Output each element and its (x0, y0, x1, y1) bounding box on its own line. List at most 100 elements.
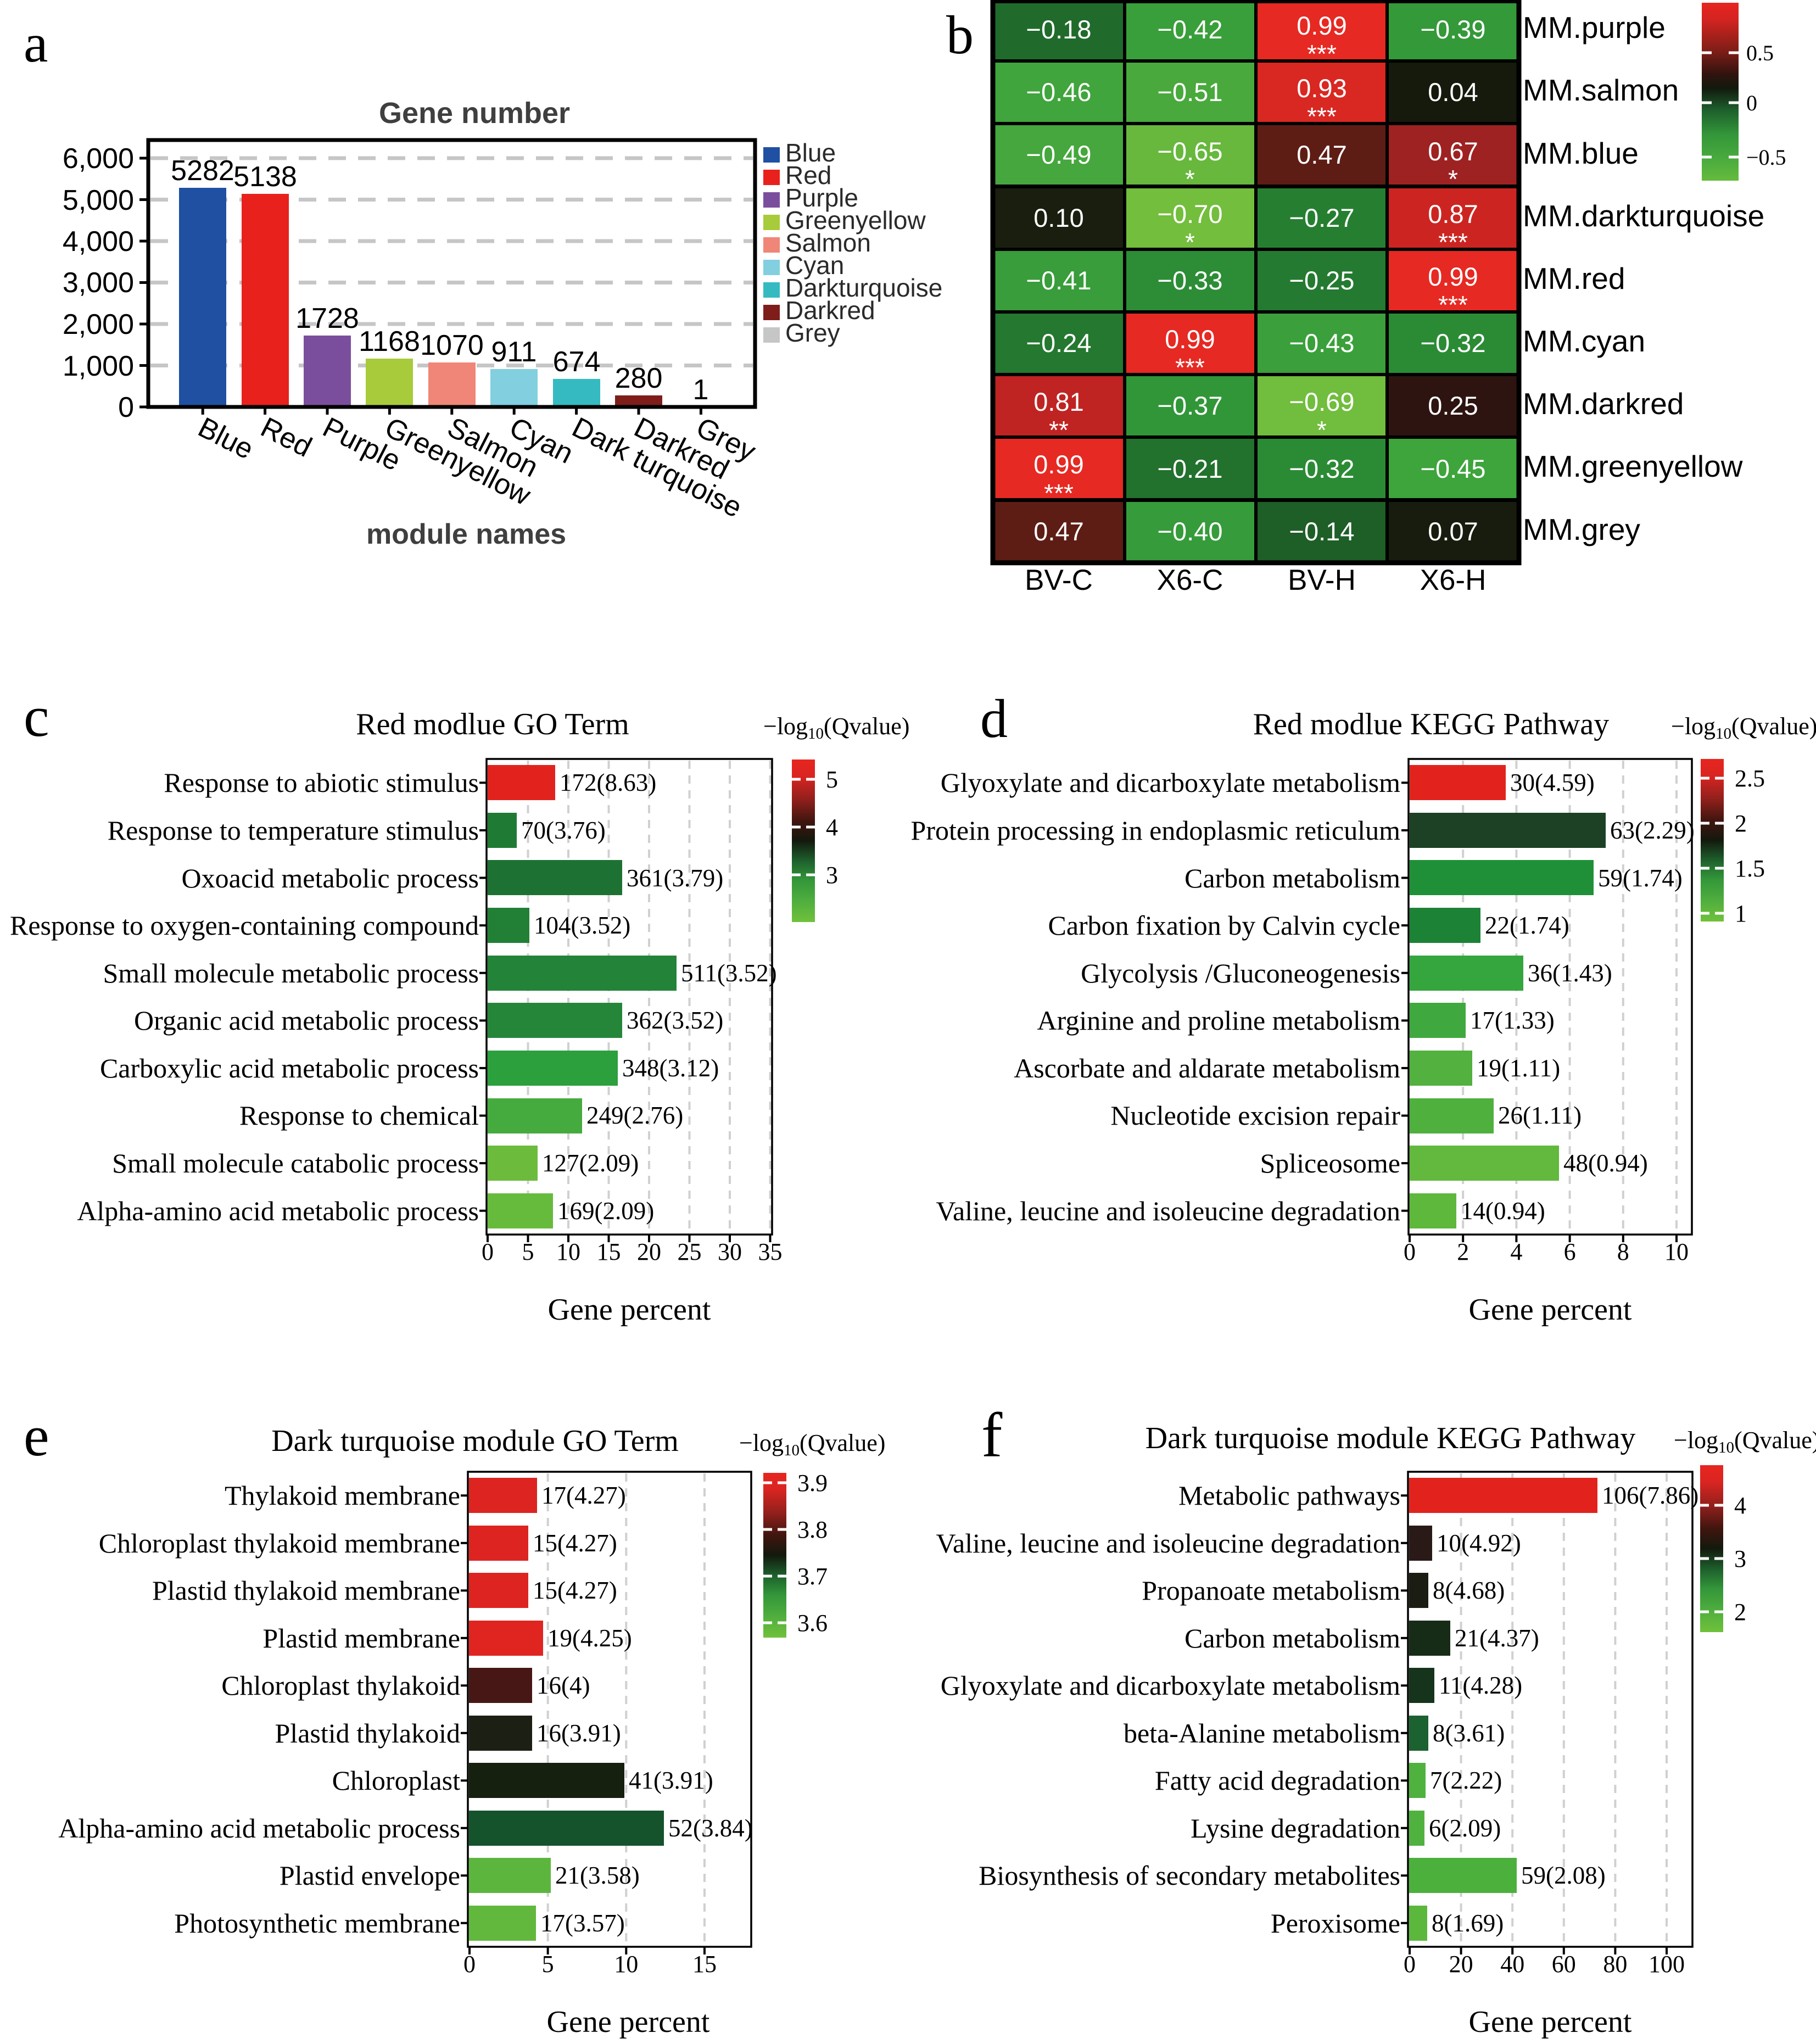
svg-text:3.9: 3.9 (797, 1470, 828, 1496)
svg-text:Plastid membrane: Plastid membrane (262, 1623, 460, 1654)
svg-text:17(4.27): 17(4.27) (541, 1482, 626, 1509)
svg-text:16(3.91): 16(3.91) (537, 1719, 621, 1747)
svg-text:−0.39: −0.39 (1421, 15, 1486, 44)
svg-text:10(4.92): 10(4.92) (1437, 1529, 1521, 1557)
svg-text:3: 3 (1734, 1545, 1746, 1572)
svg-text:2,000: 2,000 (63, 309, 134, 340)
svg-text:20: 20 (637, 1238, 661, 1265)
svg-text:21(3.58): 21(3.58) (555, 1862, 640, 1889)
svg-text:Grey: Grey (785, 319, 840, 347)
svg-text:2: 2 (1735, 810, 1747, 837)
svg-text:beta-Alanine metabolism: beta-Alanine metabolism (1124, 1718, 1400, 1749)
svg-text:Response to chemical: Response to chemical (239, 1100, 479, 1131)
svg-text:674: 674 (553, 346, 601, 378)
svg-text:30: 30 (718, 1238, 742, 1265)
svg-text:40: 40 (1500, 1951, 1524, 1978)
svg-text:Darkred: Darkred (785, 296, 875, 325)
svg-text:d: d (980, 688, 1008, 749)
svg-text:0.99: 0.99 (1428, 262, 1478, 291)
svg-text:Propanoate metabolism: Propanoate metabolism (1142, 1575, 1400, 1606)
svg-text:0: 0 (482, 1238, 494, 1265)
svg-text:b: b (946, 4, 974, 65)
svg-text:−0.41: −0.41 (1026, 266, 1092, 295)
svg-text:1: 1 (1735, 900, 1747, 927)
svg-text:30(4.59): 30(4.59) (1510, 769, 1595, 796)
svg-text:15(4.27): 15(4.27) (533, 1529, 617, 1557)
svg-text:−0.32: −0.32 (1421, 328, 1486, 358)
svg-text:−0.37: −0.37 (1158, 391, 1223, 420)
svg-text:Carboxylic acid metabolic proc: Carboxylic acid metabolic process (100, 1053, 479, 1084)
svg-text:17(3.57): 17(3.57) (540, 1909, 625, 1937)
svg-text:−0.14: −0.14 (1289, 517, 1355, 546)
svg-text:4: 4 (826, 814, 838, 841)
svg-text:MM.grey: MM.grey (1523, 512, 1640, 546)
svg-text:11(4.28): 11(4.28) (1439, 1672, 1522, 1699)
svg-text:Cyan: Cyan (785, 251, 844, 280)
svg-text:a: a (24, 13, 48, 74)
svg-text:MM.greenyellow: MM.greenyellow (1523, 449, 1743, 483)
svg-text:Biosynthesis of secondary meta: Biosynthesis of secondary metabolites (979, 1860, 1400, 1891)
svg-text:Photosynthetic membrane: Photosynthetic membrane (174, 1908, 460, 1939)
svg-text:3.8: 3.8 (797, 1516, 828, 1543)
svg-text:−0.46: −0.46 (1026, 77, 1092, 107)
svg-text:0: 0 (1404, 1951, 1416, 1978)
svg-text:Valine, leucine and isoleucine: Valine, leucine and isoleucine degradati… (936, 1196, 1400, 1226)
svg-text:3.6: 3.6 (797, 1610, 828, 1637)
svg-text:0.81: 0.81 (1033, 387, 1083, 416)
svg-text:Plastid envelope: Plastid envelope (280, 1860, 460, 1891)
svg-text:0: 0 (118, 392, 134, 423)
svg-text:6,000: 6,000 (63, 143, 134, 175)
svg-text:Ascorbate and aldarate metabol: Ascorbate and aldarate metabolism (1014, 1053, 1400, 1084)
svg-text:−log10(Qvalue): −log10(Qvalue) (1671, 713, 1816, 742)
svg-text:26(1.11): 26(1.11) (1498, 1102, 1582, 1129)
svg-text:59(1.74): 59(1.74) (1598, 864, 1683, 892)
svg-text:0.99: 0.99 (1165, 325, 1215, 354)
svg-text:Darkturquoise: Darkturquoise (785, 273, 942, 302)
svg-text:−0.33: −0.33 (1158, 266, 1223, 295)
svg-text:3.7: 3.7 (797, 1563, 828, 1590)
svg-text:4: 4 (1734, 1492, 1746, 1519)
svg-text:MM.darkturquoise: MM.darkturquoise (1523, 199, 1764, 233)
svg-text:Gene percent: Gene percent (1469, 1293, 1632, 1327)
svg-text:Response to oxygen-containing: Response to oxygen-containing compound (10, 910, 479, 941)
svg-text:Oxoacid metabolic process: Oxoacid metabolic process (182, 863, 479, 893)
svg-text:15(4.27): 15(4.27) (533, 1577, 617, 1604)
svg-text:Gene percent: Gene percent (1469, 2005, 1632, 2039)
svg-text:52(3.84): 52(3.84) (668, 1814, 753, 1842)
svg-text:Red modlue GO Term: Red modlue GO Term (356, 707, 629, 741)
svg-text:127(2.09): 127(2.09) (542, 1149, 639, 1177)
svg-text:16(4): 16(4) (537, 1672, 590, 1699)
svg-text:−0.5: −0.5 (1746, 145, 1786, 170)
svg-text:3,000: 3,000 (63, 267, 134, 299)
svg-text:0.07: 0.07 (1428, 517, 1478, 546)
svg-text:15: 15 (692, 1951, 717, 1978)
svg-text:280: 280 (615, 362, 663, 394)
svg-text:Glycolysis /Gluconeogenesis: Glycolysis /Gluconeogenesis (1081, 958, 1400, 989)
svg-text:X6-C: X6-C (1157, 564, 1223, 596)
svg-text:Carbon fixation by Calvin cycl: Carbon fixation by Calvin cycle (1048, 910, 1400, 941)
svg-text:169(2.09): 169(2.09) (557, 1197, 654, 1225)
svg-text:7(2.22): 7(2.22) (1430, 1767, 1502, 1794)
svg-text:Protein processing in endoplas: Protein processing in endoplasmic reticu… (911, 815, 1401, 846)
svg-text:Alpha-amino acid metabolic pro: Alpha-amino acid metabolic process (77, 1196, 479, 1226)
svg-text:Carbon metabolism: Carbon metabolism (1184, 863, 1400, 893)
svg-text:−0.21: −0.21 (1158, 454, 1223, 483)
svg-text:0: 0 (463, 1951, 476, 1978)
svg-text:511(3.52): 511(3.52) (681, 959, 777, 987)
svg-text:Lysine degradation: Lysine degradation (1191, 1813, 1400, 1844)
svg-text:Salmon: Salmon (785, 228, 871, 257)
svg-text:0.47: 0.47 (1033, 517, 1083, 546)
svg-text:19(4.25): 19(4.25) (547, 1624, 632, 1652)
svg-text:Response to abiotic stimulus: Response to abiotic stimulus (164, 767, 479, 798)
svg-text:4,000: 4,000 (63, 226, 134, 258)
svg-text:911: 911 (491, 336, 537, 368)
svg-text:c: c (24, 684, 49, 749)
svg-text:5: 5 (522, 1238, 534, 1265)
svg-text:59(2.08): 59(2.08) (1521, 1862, 1606, 1889)
svg-text:22(1.74): 22(1.74) (1485, 912, 1569, 939)
svg-text:−0.51: −0.51 (1158, 77, 1223, 107)
svg-text:Valine, leucine and isoleucine: Valine, leucine and isoleucine degradati… (936, 1528, 1400, 1559)
svg-text:Gene number: Gene number (379, 97, 570, 130)
svg-text:Response to temperature stimul: Response to temperature stimulus (108, 815, 479, 846)
svg-text:36(1.43): 36(1.43) (1528, 959, 1612, 987)
